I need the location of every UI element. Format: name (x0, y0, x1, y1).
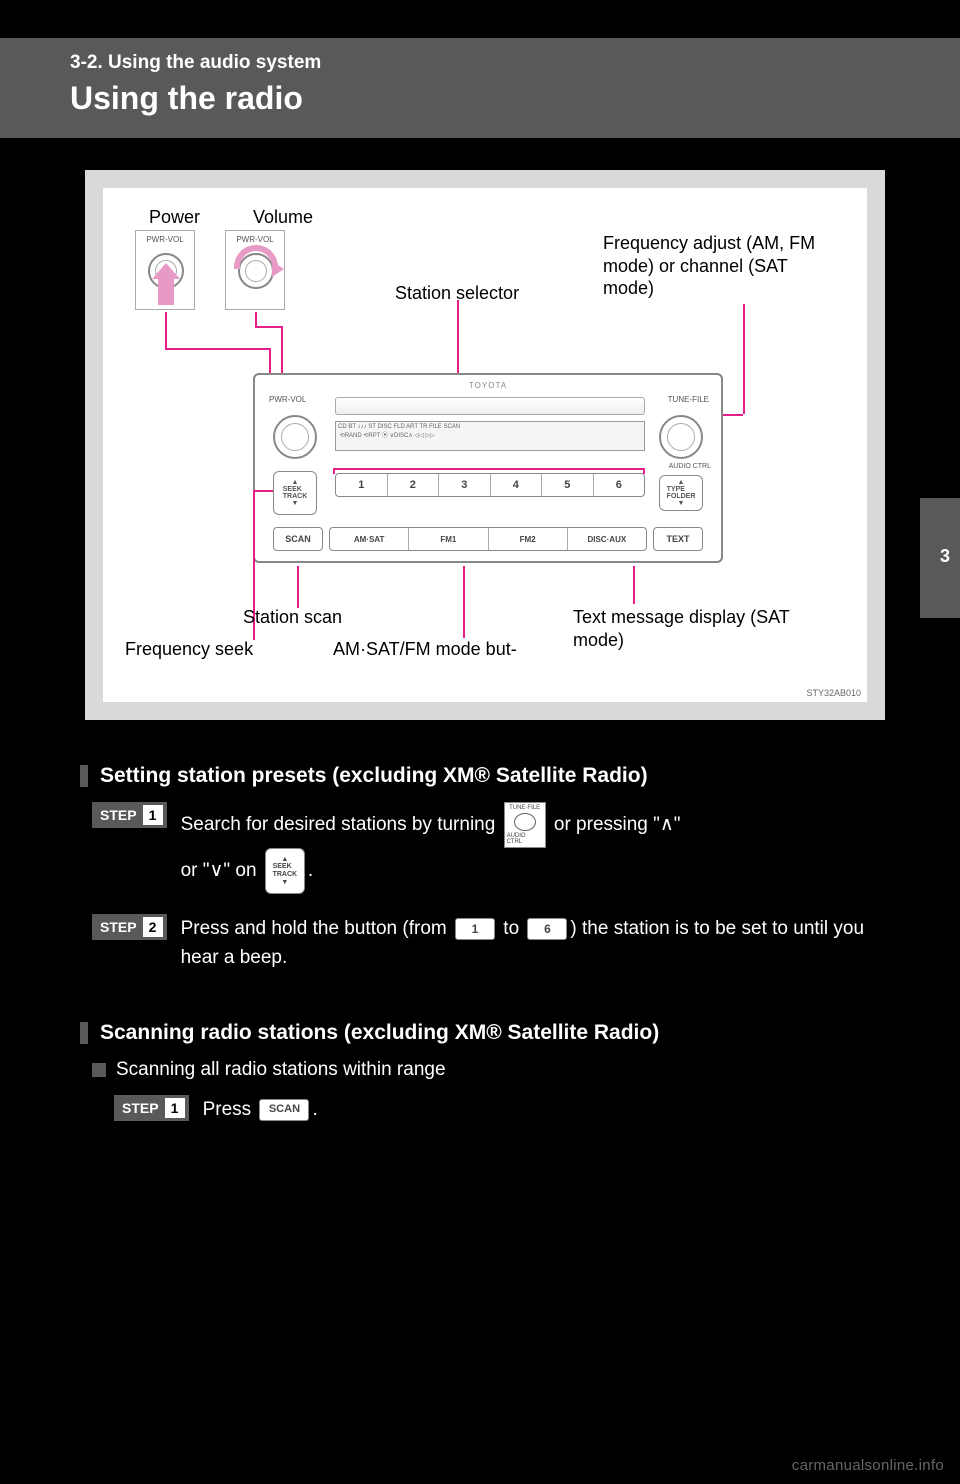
subheading-row: Scanning radio stations (excluding XM® S… (80, 1021, 880, 1045)
step-label: STEP (100, 919, 137, 935)
label-station-scan: Station scan (243, 606, 342, 629)
pwr-vol-label: PWR-VOL (269, 395, 306, 404)
pwr-vol-knob (273, 415, 317, 459)
mini-knob-label: PWR-VOL (226, 235, 284, 244)
seek-track-icon: ▲SEEKTRACK▼ (265, 848, 305, 894)
step-badge: STEP 1 (114, 1095, 189, 1121)
bottom-button-row: SCAN AM·SAT FM1 FM2 DISC·AUX TEXT (273, 527, 703, 551)
push-arrow-icon (158, 277, 174, 305)
header-band: 3-2. Using the audio system Using the ra… (0, 38, 960, 138)
subheading: Scanning radio stations (excluding XM® S… (100, 1021, 659, 1045)
mode-fm2: FM2 (489, 528, 568, 550)
power-knob-illustration: PWR-VOL (135, 230, 195, 310)
label-power: Power (149, 206, 200, 229)
step-number: 2 (143, 917, 163, 937)
mode-bar: AM·SAT FM1 FM2 DISC·AUX (329, 527, 647, 551)
body-text: Setting station presets (excluding XM® S… (80, 764, 880, 1124)
subheading-row: Setting station presets (excluding XM® S… (80, 764, 880, 788)
lead-line (633, 566, 635, 604)
tune-file-icon: TUNE·FILE AUDIO CTRL (504, 802, 546, 848)
lead-line (255, 326, 281, 328)
lead-line (333, 468, 335, 474)
step-text: Press and hold the button (from 1 to 6) … (181, 914, 880, 973)
lead-line (253, 490, 273, 492)
mode-fm1: FM1 (409, 528, 488, 550)
rotate-arrow-icon (234, 245, 278, 269)
lead-line (255, 312, 257, 326)
preset-1: 1 (336, 474, 388, 496)
mode-amsat: AM·SAT (330, 528, 409, 550)
preset-2: 2 (388, 474, 440, 496)
diagram: Power Volume Station selector Frequency … (103, 188, 867, 702)
step-row: STEP 1 Search for desired stations by tu… (92, 802, 880, 894)
watermark: carmanualsonline.info (792, 1457, 944, 1474)
preset-5: 5 (542, 474, 594, 496)
scan-button-icon: SCAN (259, 1099, 309, 1121)
sub-sub-marker (92, 1063, 106, 1077)
step-number: 1 (143, 805, 163, 825)
preset-6: 6 (594, 474, 645, 496)
preset-button-row: 1 2 3 4 5 6 (335, 473, 645, 497)
tune-file-knob (659, 415, 703, 459)
sub-subheading: Scanning all radio stations within range (116, 1059, 446, 1081)
volume-knob-illustration: PWR-VOL (225, 230, 285, 310)
label-text-display: Text message display (SAT mode) (573, 606, 823, 651)
sub-subheading-row: Scanning all radio stations within range (92, 1059, 880, 1081)
step-number: 1 (165, 1098, 185, 1118)
seek-track-button: ▲SEEKTRACK▼ (273, 471, 317, 515)
lead-line (165, 348, 270, 350)
step-text: Press SCAN. (203, 1095, 880, 1124)
knob-icon (514, 813, 536, 831)
brand-label: TOYOTA (255, 381, 721, 390)
step-row: STEP 1 Press SCAN. (114, 1095, 880, 1124)
type-folder-button: ▲TYPEFOLDER▼ (659, 475, 703, 511)
audio-ctrl-label: AUDIO CTRL (669, 463, 711, 470)
lead-line (643, 468, 645, 474)
radio-display: CD BT ♪♪♪ ST DISC FLD ART TR FILE SCAN ⟲… (335, 421, 645, 451)
subhead-marker (80, 765, 88, 787)
content-area: Power Volume Station selector Frequency … (0, 150, 960, 1144)
mode-discaux: DISC·AUX (568, 528, 646, 550)
section-number: 3-2. Using the audio system (70, 52, 960, 74)
step-label: STEP (122, 1100, 159, 1116)
figure-id: STY32AB010 (806, 688, 861, 698)
step-badge: STEP 1 (92, 802, 167, 828)
lead-line (333, 468, 643, 470)
step-text: Search for desired stations by turning T… (181, 802, 880, 894)
subhead-marker (80, 1022, 88, 1044)
label-volume: Volume (253, 206, 313, 229)
step-row: STEP 2 Press and hold the button (from 1… (92, 914, 880, 973)
text-button: TEXT (653, 527, 703, 551)
label-mode-buttons: AM·SAT/FM mode but- (333, 638, 517, 661)
preset-4: 4 (491, 474, 543, 496)
step-label: STEP (100, 807, 137, 823)
label-freq-seek: Frequency seek (125, 638, 253, 661)
lead-line (743, 304, 745, 414)
step-badge: STEP 2 (92, 914, 167, 940)
lead-line (297, 566, 299, 608)
lead-line (165, 312, 167, 348)
preset-6-icon: 6 (527, 918, 567, 940)
mini-knob-label: PWR-VOL (136, 235, 194, 244)
tune-file-label: TUNE-FILE (668, 395, 709, 404)
scan-button: SCAN (273, 527, 323, 551)
lead-line (463, 566, 465, 638)
page-title: Using the radio (70, 80, 960, 117)
subheading: Setting station presets (excluding XM® S… (100, 764, 648, 788)
preset-3: 3 (439, 474, 491, 496)
preset-1-icon: 1 (455, 918, 495, 940)
diagram-frame: Power Volume Station selector Frequency … (85, 170, 885, 720)
cd-slot (335, 397, 645, 415)
label-freq-adjust: Frequency adjust (AM, FM mode) or channe… (603, 232, 833, 300)
